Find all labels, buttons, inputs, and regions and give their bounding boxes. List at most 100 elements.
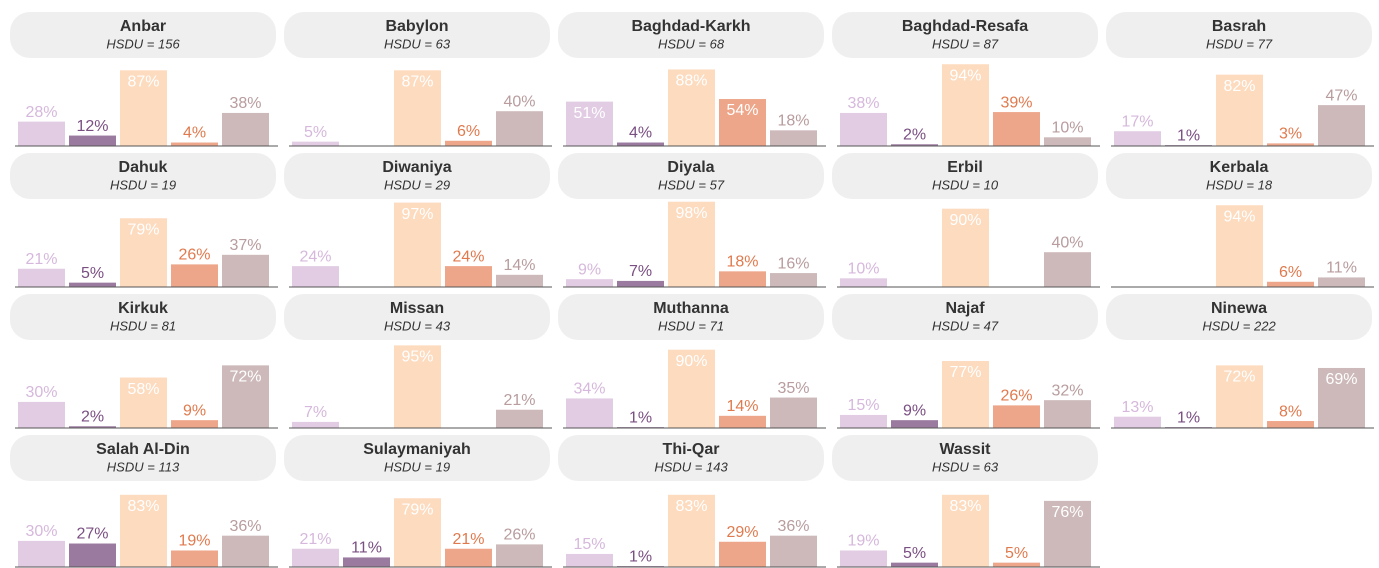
- bar-value-label: 72%: [229, 369, 261, 386]
- bar-value-label: 5%: [903, 545, 926, 562]
- bar-value-label: 18%: [726, 254, 758, 271]
- bar-value-label: 7%: [304, 404, 327, 421]
- bar-value-label: 24%: [452, 248, 484, 265]
- panel-title: Najaf: [945, 300, 985, 317]
- bar-value-label: 87%: [401, 74, 433, 91]
- bar: [891, 562, 938, 567]
- bar: [69, 135, 116, 146]
- bar: [18, 540, 65, 567]
- bar-value-label: 34%: [573, 381, 605, 398]
- bar: [1318, 367, 1365, 428]
- bar: [566, 279, 613, 287]
- bar-value-label: 1%: [1177, 127, 1200, 144]
- bar: [69, 543, 116, 567]
- bar-value-label: 83%: [127, 498, 159, 515]
- bar-value-label: 1%: [629, 548, 652, 565]
- bar-value-label: 21%: [452, 531, 484, 548]
- bar-value-label: 40%: [503, 93, 535, 110]
- bar: [566, 101, 613, 146]
- panel-subtitle: HSDU = 29: [384, 177, 450, 192]
- bar-value-label: 90%: [949, 212, 981, 229]
- panel-subtitle: HSDU = 77: [1206, 36, 1273, 51]
- bar: [942, 64, 989, 146]
- bar-value-label: 6%: [1279, 264, 1302, 281]
- panel-subtitle: HSDU = 68: [658, 36, 725, 51]
- bar-value-label: 11%: [351, 540, 382, 557]
- bar: [719, 541, 766, 567]
- bar-value-label: 21%: [503, 392, 535, 409]
- bar: [292, 266, 339, 287]
- panel-title: Anbar: [120, 18, 166, 35]
- bar-value-label: 5%: [304, 124, 327, 141]
- bar: [668, 494, 715, 567]
- bar-value-label: 47%: [1325, 87, 1357, 104]
- bar-value-label: 16%: [777, 255, 809, 272]
- panel-title: Kirkuk: [118, 300, 168, 317]
- bar: [120, 494, 167, 567]
- bar: [120, 377, 167, 428]
- bar: [840, 278, 887, 287]
- bar: [343, 557, 390, 567]
- bar-value-label: 79%: [127, 221, 159, 238]
- bar: [993, 112, 1040, 146]
- bar-value-label: 4%: [629, 125, 652, 142]
- bar-value-label: 17%: [1121, 113, 1153, 130]
- bar: [1216, 205, 1263, 287]
- bar: [770, 273, 817, 287]
- bar-value-label: 36%: [229, 518, 261, 535]
- bar-value-label: 15%: [847, 397, 879, 414]
- bar-value-label: 21%: [25, 251, 57, 268]
- bar-value-label: 94%: [949, 67, 981, 84]
- bar-value-label: 9%: [903, 402, 926, 419]
- panel-title: Kerbala: [1210, 159, 1269, 176]
- bar: [566, 553, 613, 567]
- panel-title: Muthanna: [653, 300, 729, 317]
- bar: [1267, 421, 1314, 428]
- bar: [1044, 137, 1091, 146]
- bar: [1267, 143, 1314, 146]
- bar: [171, 264, 218, 287]
- bar-value-label: 26%: [503, 527, 535, 544]
- bar: [496, 274, 543, 287]
- bar: [222, 254, 269, 287]
- bar-value-label: 95%: [401, 349, 433, 366]
- bar: [668, 69, 715, 146]
- panel-header: [284, 294, 550, 340]
- bar-value-label: 83%: [675, 498, 707, 515]
- bar: [171, 420, 218, 428]
- bar-value-label: 51%: [573, 105, 605, 122]
- bar: [292, 421, 339, 428]
- panel-title: Dahuk: [119, 159, 168, 176]
- bar: [617, 280, 664, 287]
- bar: [719, 271, 766, 287]
- bar-value-label: 58%: [127, 381, 159, 398]
- bar-value-label: 37%: [229, 237, 261, 254]
- panel-header: [10, 294, 276, 340]
- bar-value-label: 4%: [183, 125, 206, 142]
- bar: [120, 218, 167, 287]
- panel-header: [558, 435, 824, 481]
- bar: [942, 208, 989, 287]
- bar-value-label: 2%: [903, 126, 926, 143]
- panel-header: [1106, 294, 1372, 340]
- bar-value-label: 27%: [76, 526, 108, 543]
- panel-header: [10, 435, 276, 481]
- panel-title: Salah Al-Din: [96, 441, 190, 458]
- bar-value-label: 30%: [25, 384, 57, 401]
- bar: [222, 112, 269, 146]
- panel-header: [10, 153, 276, 199]
- bar: [840, 414, 887, 428]
- panel-title: Sulaymaniyah: [363, 441, 471, 458]
- bar: [617, 142, 664, 146]
- bar-value-label: 15%: [573, 536, 605, 553]
- bar-value-label: 72%: [1223, 369, 1255, 386]
- bar-value-label: 79%: [401, 501, 433, 518]
- bar-value-label: 9%: [183, 402, 206, 419]
- bar-value-label: 9%: [578, 261, 601, 278]
- panel-subtitle: HSDU = 10: [932, 177, 999, 192]
- bar-value-label: 87%: [127, 74, 159, 91]
- bar: [394, 70, 441, 146]
- panel-subtitle: HSDU = 43: [384, 318, 451, 333]
- bar: [18, 268, 65, 287]
- bar-value-label: 94%: [1223, 208, 1255, 225]
